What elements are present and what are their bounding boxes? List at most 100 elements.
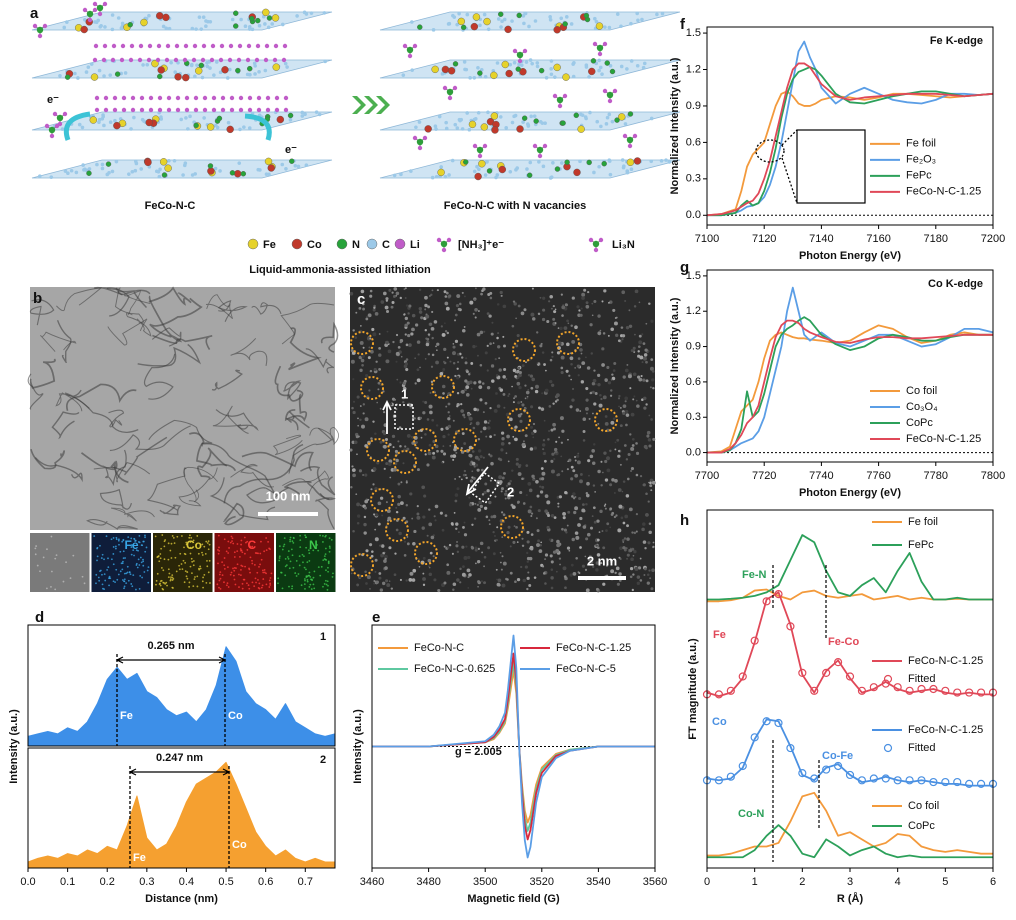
haadf-texture [579, 313, 583, 317]
x-tick-label: 0.2 [100, 876, 115, 888]
panel-letter: e [372, 609, 380, 626]
haadf-texture [580, 352, 583, 355]
haadf-texture [634, 333, 636, 336]
haadf-texture [571, 387, 575, 391]
eds-texture [140, 561, 143, 564]
haadf-texture [547, 513, 551, 518]
eds-texture [170, 542, 173, 545]
haadf-texture [499, 388, 504, 392]
haadf-texture [569, 352, 572, 355]
haadf-texture [542, 443, 546, 447]
metal-atom [601, 160, 607, 167]
haadf-texture [378, 367, 381, 371]
haadf-texture [463, 442, 467, 445]
peak-assignment: Fe-Co [828, 636, 859, 648]
eds-texture [322, 585, 324, 588]
haadf-texture [397, 494, 401, 499]
haadf-texture [460, 478, 463, 481]
eds-texture [307, 574, 310, 577]
eds-texture [223, 557, 226, 559]
eds-texture [233, 578, 236, 581]
haadf-texture [477, 449, 482, 453]
haadf-texture [485, 515, 489, 519]
metal-atom [504, 25, 512, 34]
tem-texture [283, 380, 302, 401]
eds-texture [261, 569, 264, 572]
nitrogen-atom [606, 91, 614, 99]
haadf-texture [556, 539, 560, 544]
lithium-atom [281, 57, 287, 63]
eds-texture [259, 563, 261, 566]
eds-texture [170, 557, 173, 559]
haadf-texture [511, 505, 516, 510]
haadf-texture [484, 401, 488, 405]
carbon-atom [519, 63, 524, 67]
carbon-atom [629, 21, 633, 26]
eds-texture [133, 537, 136, 540]
metal-atom [554, 166, 561, 172]
haadf-texture [377, 501, 382, 506]
electron-label: e⁻ [47, 94, 59, 106]
nitrogen-atom [596, 44, 604, 52]
haadf-texture [417, 353, 420, 356]
hydrogen-atom [602, 41, 608, 47]
haadf-texture [616, 438, 620, 442]
haadf-texture [474, 307, 478, 312]
haadf-texture [540, 407, 545, 411]
carbon-atom [477, 167, 481, 172]
legend-atom [394, 238, 406, 250]
carbon-atom [439, 165, 443, 169]
haadf-texture [456, 550, 460, 554]
haadf-texture [633, 550, 637, 554]
haadf-texture [463, 533, 468, 537]
eds-texture [159, 584, 162, 587]
carbon-atom [147, 13, 151, 18]
eds-texture [135, 588, 137, 591]
eds-texture [119, 570, 122, 573]
carbon-atom [437, 114, 442, 119]
haadf-texture [483, 506, 488, 510]
haadf-texture [402, 401, 405, 404]
haadf-texture [416, 512, 420, 516]
haadf-texture [629, 387, 632, 390]
panel-letter: a [30, 5, 39, 22]
haadf-texture [365, 549, 369, 553]
haadf-texture [597, 314, 601, 318]
carbon-atom [434, 174, 439, 179]
haadf-texture [456, 405, 459, 408]
region-label: 1 [401, 386, 408, 401]
haadf-texture [500, 490, 503, 493]
metal-atom [457, 17, 466, 26]
eds-texture [169, 549, 172, 552]
eds-texture [144, 534, 146, 537]
haadf-texture [613, 362, 617, 366]
haadf-texture [436, 342, 440, 346]
fit-point [810, 686, 819, 695]
nitrogen-atom [476, 146, 484, 154]
haadf-texture [645, 512, 649, 517]
series-line [706, 324, 993, 454]
carbon-atom [195, 63, 199, 67]
eds-texture [145, 546, 148, 549]
eds-texture [108, 577, 111, 580]
eds-texture [291, 554, 294, 557]
haadf-texture [596, 519, 600, 523]
tem-texture [309, 426, 340, 446]
haadf-texture [428, 572, 433, 577]
haadf-texture [472, 344, 476, 349]
haadf-texture [453, 512, 456, 514]
eds-texture [118, 538, 120, 541]
carbon-atom [526, 122, 530, 126]
haadf-texture [648, 530, 652, 535]
haadf-texture [506, 434, 510, 439]
x-axis-label: R (Å) [837, 892, 864, 905]
carbon-atom [527, 24, 531, 29]
tem-texture [223, 502, 245, 526]
haadf-texture [614, 571, 617, 574]
metal-atom [164, 164, 172, 172]
carbon-atom [102, 74, 106, 78]
lithium-atom [121, 107, 127, 113]
haadf-texture [418, 310, 423, 314]
haadf-texture [449, 360, 452, 363]
eds-texture [168, 572, 171, 575]
